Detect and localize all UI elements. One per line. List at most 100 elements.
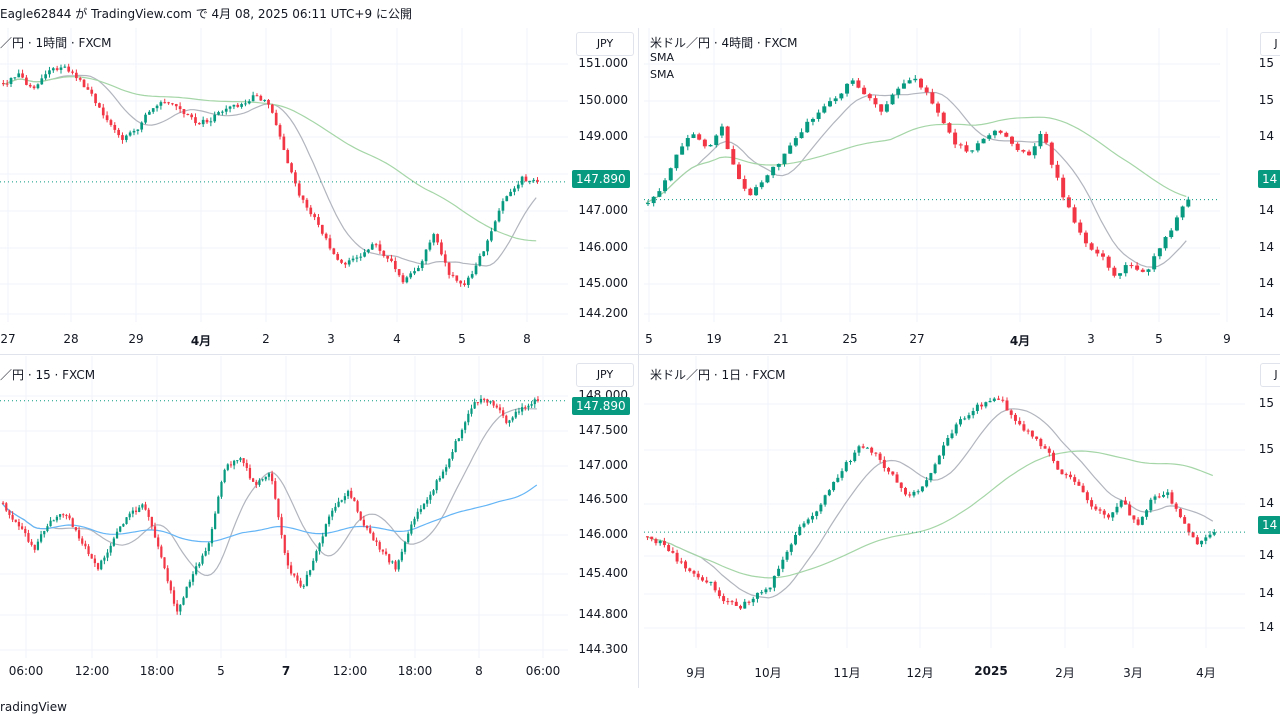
candle xyxy=(520,175,524,188)
candle xyxy=(816,109,821,122)
candle xyxy=(470,404,473,417)
candle xyxy=(169,579,172,594)
candle xyxy=(302,584,305,589)
candle xyxy=(178,102,182,113)
candle-body xyxy=(953,132,958,145)
candle-body xyxy=(1123,500,1127,505)
candle-body xyxy=(667,545,671,552)
candle xyxy=(403,540,407,555)
candle xyxy=(174,103,178,111)
candle xyxy=(981,138,986,144)
candle xyxy=(1001,396,1005,403)
candle xyxy=(836,474,840,483)
candle-body xyxy=(355,257,359,259)
candle xyxy=(140,121,144,133)
candle-body xyxy=(1060,469,1064,475)
candle xyxy=(1107,513,1110,520)
candle xyxy=(1208,530,1212,539)
candle xyxy=(781,556,785,573)
candle xyxy=(90,86,94,97)
candle xyxy=(217,110,220,116)
candle xyxy=(321,532,324,547)
candle xyxy=(124,134,128,143)
candle xyxy=(765,174,770,184)
candle-body xyxy=(106,552,109,558)
candle-body xyxy=(317,217,320,225)
candle xyxy=(1174,215,1179,232)
candle-body xyxy=(413,271,416,274)
x-tick: 4月 xyxy=(190,334,212,348)
y-tick: 146.000 xyxy=(578,527,628,541)
candle-body xyxy=(30,541,33,545)
currency-unit-button[interactable]: J xyxy=(1260,32,1280,56)
candle-body xyxy=(958,419,962,425)
candle xyxy=(478,253,482,267)
candle xyxy=(896,86,901,99)
tradingview-logo-text[interactable]: radingView xyxy=(0,700,67,714)
chart-canvas-15m[interactable] xyxy=(0,356,637,688)
candle-body xyxy=(296,575,299,581)
currency-unit-button[interactable]: JPY xyxy=(576,32,634,56)
candle-body xyxy=(403,542,407,552)
candle xyxy=(751,596,755,607)
candle-body xyxy=(36,84,40,89)
candle-body xyxy=(1191,532,1195,538)
candle xyxy=(536,177,539,184)
candle-body xyxy=(937,455,941,465)
candle xyxy=(1066,195,1071,209)
candle-body xyxy=(947,123,952,133)
candle xyxy=(264,476,267,482)
candle-body xyxy=(975,404,979,412)
candle-body xyxy=(861,446,865,448)
candle xyxy=(78,76,82,82)
candle-body xyxy=(65,515,68,517)
candle xyxy=(760,589,764,595)
y-tick: 147.000 xyxy=(578,458,628,472)
candle xyxy=(862,85,867,95)
chart-panel-15m[interactable]: ／円 · 15 · FXCM JPY 148.000 147.500 147.0… xyxy=(0,356,637,688)
candle-body xyxy=(386,255,389,259)
chart-panel-4h[interactable]: 米ドル／円 · 4時間 · FXCM SMA SMA J 15 15 14 14… xyxy=(640,28,1280,354)
currency-unit-button[interactable]: JPY xyxy=(576,363,634,387)
candle-body xyxy=(372,532,375,541)
candle-body xyxy=(334,506,337,511)
currency-unit-button[interactable]: J xyxy=(1260,363,1280,387)
candle xyxy=(432,488,435,496)
candle-body xyxy=(702,139,707,147)
candle-body xyxy=(188,581,191,587)
candle-body xyxy=(856,80,861,88)
candle xyxy=(185,586,188,599)
candle-body xyxy=(929,473,933,481)
candle-body xyxy=(132,130,136,133)
candle xyxy=(486,398,489,406)
candle xyxy=(301,195,305,204)
y-tick: 14 xyxy=(1258,306,1274,320)
candle-body xyxy=(788,145,793,154)
candle-body xyxy=(159,102,163,106)
candle xyxy=(492,400,495,408)
candle-body xyxy=(713,581,717,591)
candle-body xyxy=(166,568,169,582)
candle-body xyxy=(1152,256,1157,270)
last-price-tag: 147.890 xyxy=(572,170,630,188)
candle xyxy=(115,528,119,539)
candle-body xyxy=(356,501,359,512)
candle-body xyxy=(1043,446,1047,449)
candle-body xyxy=(942,445,946,456)
chart-canvas-1d[interactable] xyxy=(640,356,1280,688)
candle-body xyxy=(2,502,5,504)
candle-body xyxy=(217,112,220,115)
chart-panel-1h[interactable]: ／円 · 1時間 · FXCM JPY 151.000 150.000 149.… xyxy=(0,28,637,354)
chart-panel-1d[interactable]: 米ドル／円 · 1日 · FXCM J 15 15 14 14 14 14 14… xyxy=(640,356,1280,688)
candle xyxy=(209,117,213,127)
chart-canvas-4h[interactable] xyxy=(640,28,1280,354)
candle-body xyxy=(294,172,297,184)
candle xyxy=(1068,471,1072,480)
chart-canvas-1h[interactable] xyxy=(0,28,637,354)
candle xyxy=(680,142,685,155)
candle xyxy=(309,205,313,217)
candle xyxy=(700,575,704,582)
candle xyxy=(101,103,105,119)
candle xyxy=(190,113,193,120)
candle-body xyxy=(930,92,935,104)
